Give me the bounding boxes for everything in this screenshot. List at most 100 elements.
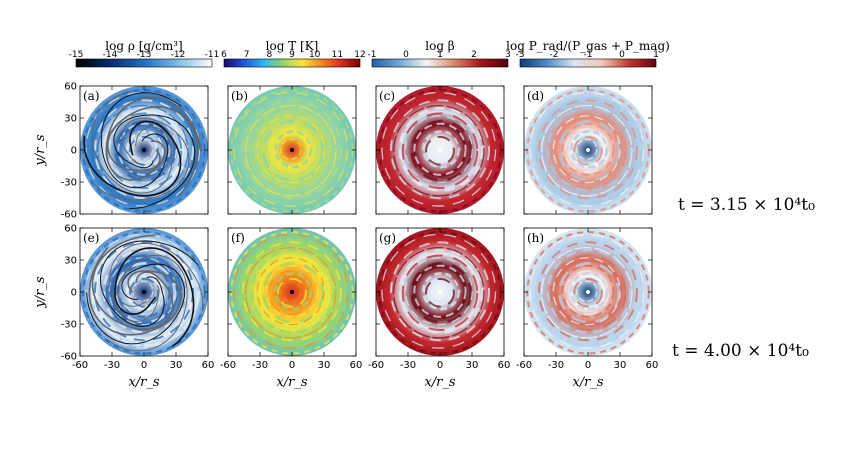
- panel-ring: [82, 89, 206, 213]
- y-tick-label: -60: [61, 210, 77, 221]
- x-axis-title: x/r_s: [424, 375, 455, 390]
- panel-ring: [529, 91, 645, 207]
- panel-ring: [238, 238, 348, 348]
- center-marker: [142, 290, 146, 294]
- panel-ring: [245, 105, 337, 197]
- panel-c: (c): [375, 85, 505, 215]
- panel-label: (e): [83, 231, 99, 245]
- streamline: [108, 243, 204, 322]
- x-tick-label: 0: [585, 360, 591, 371]
- x-tick-label: 60: [646, 360, 659, 371]
- panel-label: (f): [231, 231, 245, 245]
- colorbar-1: [223, 58, 361, 68]
- panel-ring: [381, 233, 497, 349]
- y-tick-label: 0: [71, 288, 77, 299]
- panel-f: (f) -60 -30 0 30 60 x/r_s: [220, 227, 362, 390]
- panel-ring: [245, 246, 337, 339]
- center-marker: [438, 290, 442, 294]
- colorbar-tick-0-4: -11: [205, 50, 220, 60]
- panel-label: (b): [231, 89, 248, 103]
- panel-ring: [558, 261, 621, 324]
- panel-ring: [541, 246, 633, 339]
- y-tick-label: 60: [64, 224, 77, 235]
- panel-ring: [256, 115, 325, 184]
- panel-ring: [425, 277, 455, 308]
- streamline: [91, 90, 173, 194]
- panel-ring: [425, 135, 455, 166]
- panel-ring: [280, 280, 302, 302]
- streamline: [113, 114, 196, 210]
- panel-ring: [546, 248, 632, 334]
- panel-b: (b): [227, 85, 357, 215]
- panel-ring: [378, 89, 502, 213]
- panel-ring: [233, 233, 349, 349]
- panel-ring: [277, 277, 307, 308]
- panel-ring: [277, 135, 307, 166]
- panel-ring: [570, 130, 609, 169]
- panel-ring: [549, 254, 627, 332]
- panel-ring: [250, 248, 336, 334]
- panel-ring: [541, 105, 633, 197]
- panel-ring: [94, 99, 194, 200]
- streamline: [105, 96, 203, 181]
- y-tick-label: 60: [64, 82, 77, 93]
- streamline: [83, 120, 182, 197]
- panel-ring: [570, 272, 609, 311]
- panel-ring: [242, 241, 342, 342]
- panel-ring: [90, 238, 200, 348]
- panel-ring: [256, 257, 325, 326]
- panel-ring: [94, 241, 194, 342]
- center-marker: [142, 148, 146, 152]
- panel-ring: [410, 261, 473, 324]
- colorbar-tick-1-4: 10: [309, 50, 321, 60]
- x-axis-title: x/r_s: [128, 375, 159, 390]
- x-axis-title: x/r_s: [572, 375, 603, 390]
- panel-ring: [558, 119, 621, 182]
- x-tick-label: -60: [220, 360, 236, 371]
- streamline: [86, 263, 186, 345]
- panel-ring: [534, 96, 644, 206]
- y-axis-title: y/r_s: [33, 134, 48, 166]
- panel-ring: [393, 246, 485, 339]
- colorbar-tick-3-0: -3: [516, 50, 525, 60]
- streamline: [91, 117, 190, 201]
- colorbar-tick-3-4: 1: [653, 50, 659, 60]
- panel-ring: [250, 106, 336, 192]
- y-axis-title: y/r_s: [33, 276, 48, 308]
- panel-ring: [280, 138, 302, 160]
- panel-ring: [82, 231, 206, 355]
- colorbar-label-3: log P_rad/(P_gas + P_mag): [506, 39, 670, 53]
- colorbar-label-0: log ρ [g/cm³]: [105, 39, 182, 53]
- colorbar-tick-1-2: 8: [266, 50, 272, 60]
- colorbar-2: [371, 58, 509, 68]
- x-tick-label: -60: [368, 360, 384, 371]
- panel-ring: [573, 277, 603, 308]
- panel-ring: [576, 138, 598, 160]
- panel-ring: [552, 257, 621, 326]
- panel-ring: [102, 248, 188, 334]
- panel-ring: [253, 254, 331, 332]
- panel-ring: [564, 128, 610, 174]
- x-tick-label: -60: [516, 360, 532, 371]
- panel-ring: [428, 280, 450, 302]
- colorbar-tick-2-4: 3: [505, 50, 511, 60]
- panel-ring: [526, 231, 650, 355]
- x-tick-label: -60: [72, 360, 88, 371]
- colorbar-tick-2-3: 2: [471, 50, 477, 60]
- x-axis-title: x/r_s: [276, 375, 307, 390]
- colorbar-tick-1-6: 12: [354, 50, 365, 60]
- panel-ring: [265, 122, 319, 176]
- x-tick-label: -30: [548, 360, 564, 371]
- panel-ring: [242, 99, 342, 200]
- colorbar-tick-3-1: -2: [550, 50, 559, 60]
- x-tick-label: 30: [318, 360, 331, 371]
- y-tick-label: 30: [64, 114, 77, 125]
- panel-ring: [105, 254, 183, 332]
- panel-ring: [546, 106, 632, 192]
- colorbar-tick-2-1: 0: [403, 50, 409, 60]
- x-tick-label: 0: [141, 360, 147, 371]
- x-tick-label: 30: [170, 360, 183, 371]
- panel-ring: [233, 91, 349, 207]
- panel-ring: [117, 122, 171, 176]
